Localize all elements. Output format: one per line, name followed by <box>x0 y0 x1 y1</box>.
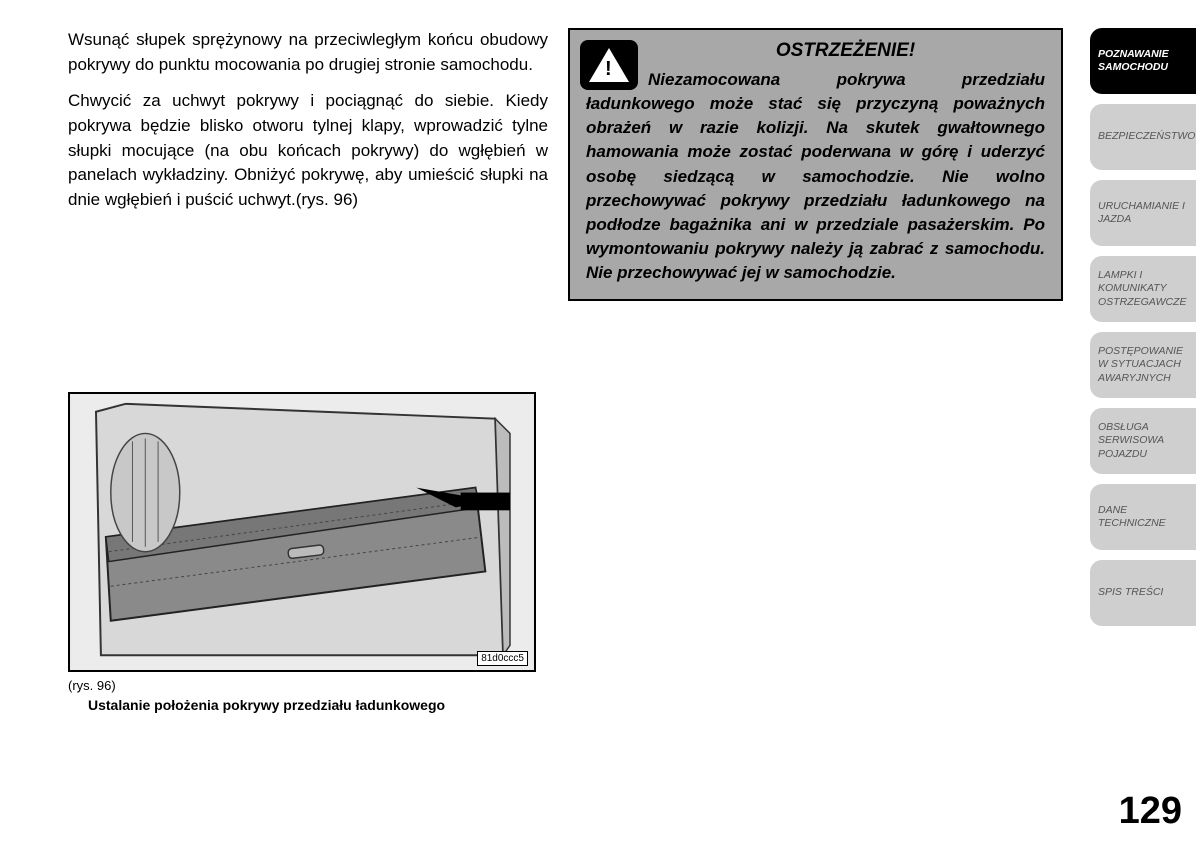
manual-page: Wsunąć słupek sprężynowy na przeciwległy… <box>0 0 1200 847</box>
figure-code: 81d0ccc5 <box>477 651 528 666</box>
figure-caption-title: Ustalanie położenia pokrywy przedziału ł… <box>88 697 548 713</box>
section-tab-6[interactable]: DANE TECHNICZNE <box>1090 484 1196 550</box>
warning-text-content: Niezamocowana pokrywa przedziału ładunko… <box>586 70 1045 282</box>
warning-title: OSTRZEŻENIE! <box>586 40 1045 62</box>
cargo-cover-illustration <box>70 394 534 670</box>
warning-body: Niezamocowana pokrywa przedziału ładunko… <box>586 68 1045 285</box>
section-tab-1[interactable]: BEZPIECZEŃSTWO <box>1090 104 1196 170</box>
section-tab-7[interactable]: SPIS TREŚCI <box>1090 560 1196 626</box>
right-column: OSTRZEŻENIE! Niezamocowana pokrywa przed… <box>568 28 1063 827</box>
page-number: 129 <box>1119 790 1182 833</box>
content-area: Wsunąć słupek sprężynowy na przeciwległy… <box>0 0 1086 847</box>
section-tab-2[interactable]: URUCHAMIANIE I JAZDA <box>1090 180 1196 246</box>
warning-triangle-icon <box>580 40 638 90</box>
left-column: Wsunąć słupek sprężynowy na przeciwległy… <box>68 28 548 827</box>
warning-box: OSTRZEŻENIE! Niezamocowana pokrywa przed… <box>568 28 1063 301</box>
section-tab-4[interactable]: POSTĘPOWANIE W SYTUACJACH AWARYJNYCH <box>1090 332 1196 398</box>
section-tabs-sidebar: POZNAWANIE SAMOCHODU BEZPIECZEŃSTWO URUCHA… <box>1086 0 1200 847</box>
paragraph-1: Wsunąć słupek sprężynowy na przeciwległy… <box>68 28 548 77</box>
figure-image: 81d0ccc5 <box>68 392 536 672</box>
section-tab-0[interactable]: POZNAWANIE SAMOCHODU <box>1090 28 1196 94</box>
figure-block: 81d0ccc5 (rys. 96) Ustalanie położenia p… <box>68 392 548 713</box>
figure-caption-number: (rys. 96) <box>68 678 548 693</box>
section-tab-3[interactable]: LAMPKI I KOMUNIKATY OSTRZEGAWCZE <box>1090 256 1196 322</box>
section-tab-5[interactable]: OBSŁUGA SERWISOWA POJAZDU <box>1090 408 1196 474</box>
paragraph-2: Chwycić za uchwyt pokrywy i pociągnąć do… <box>68 89 548 212</box>
